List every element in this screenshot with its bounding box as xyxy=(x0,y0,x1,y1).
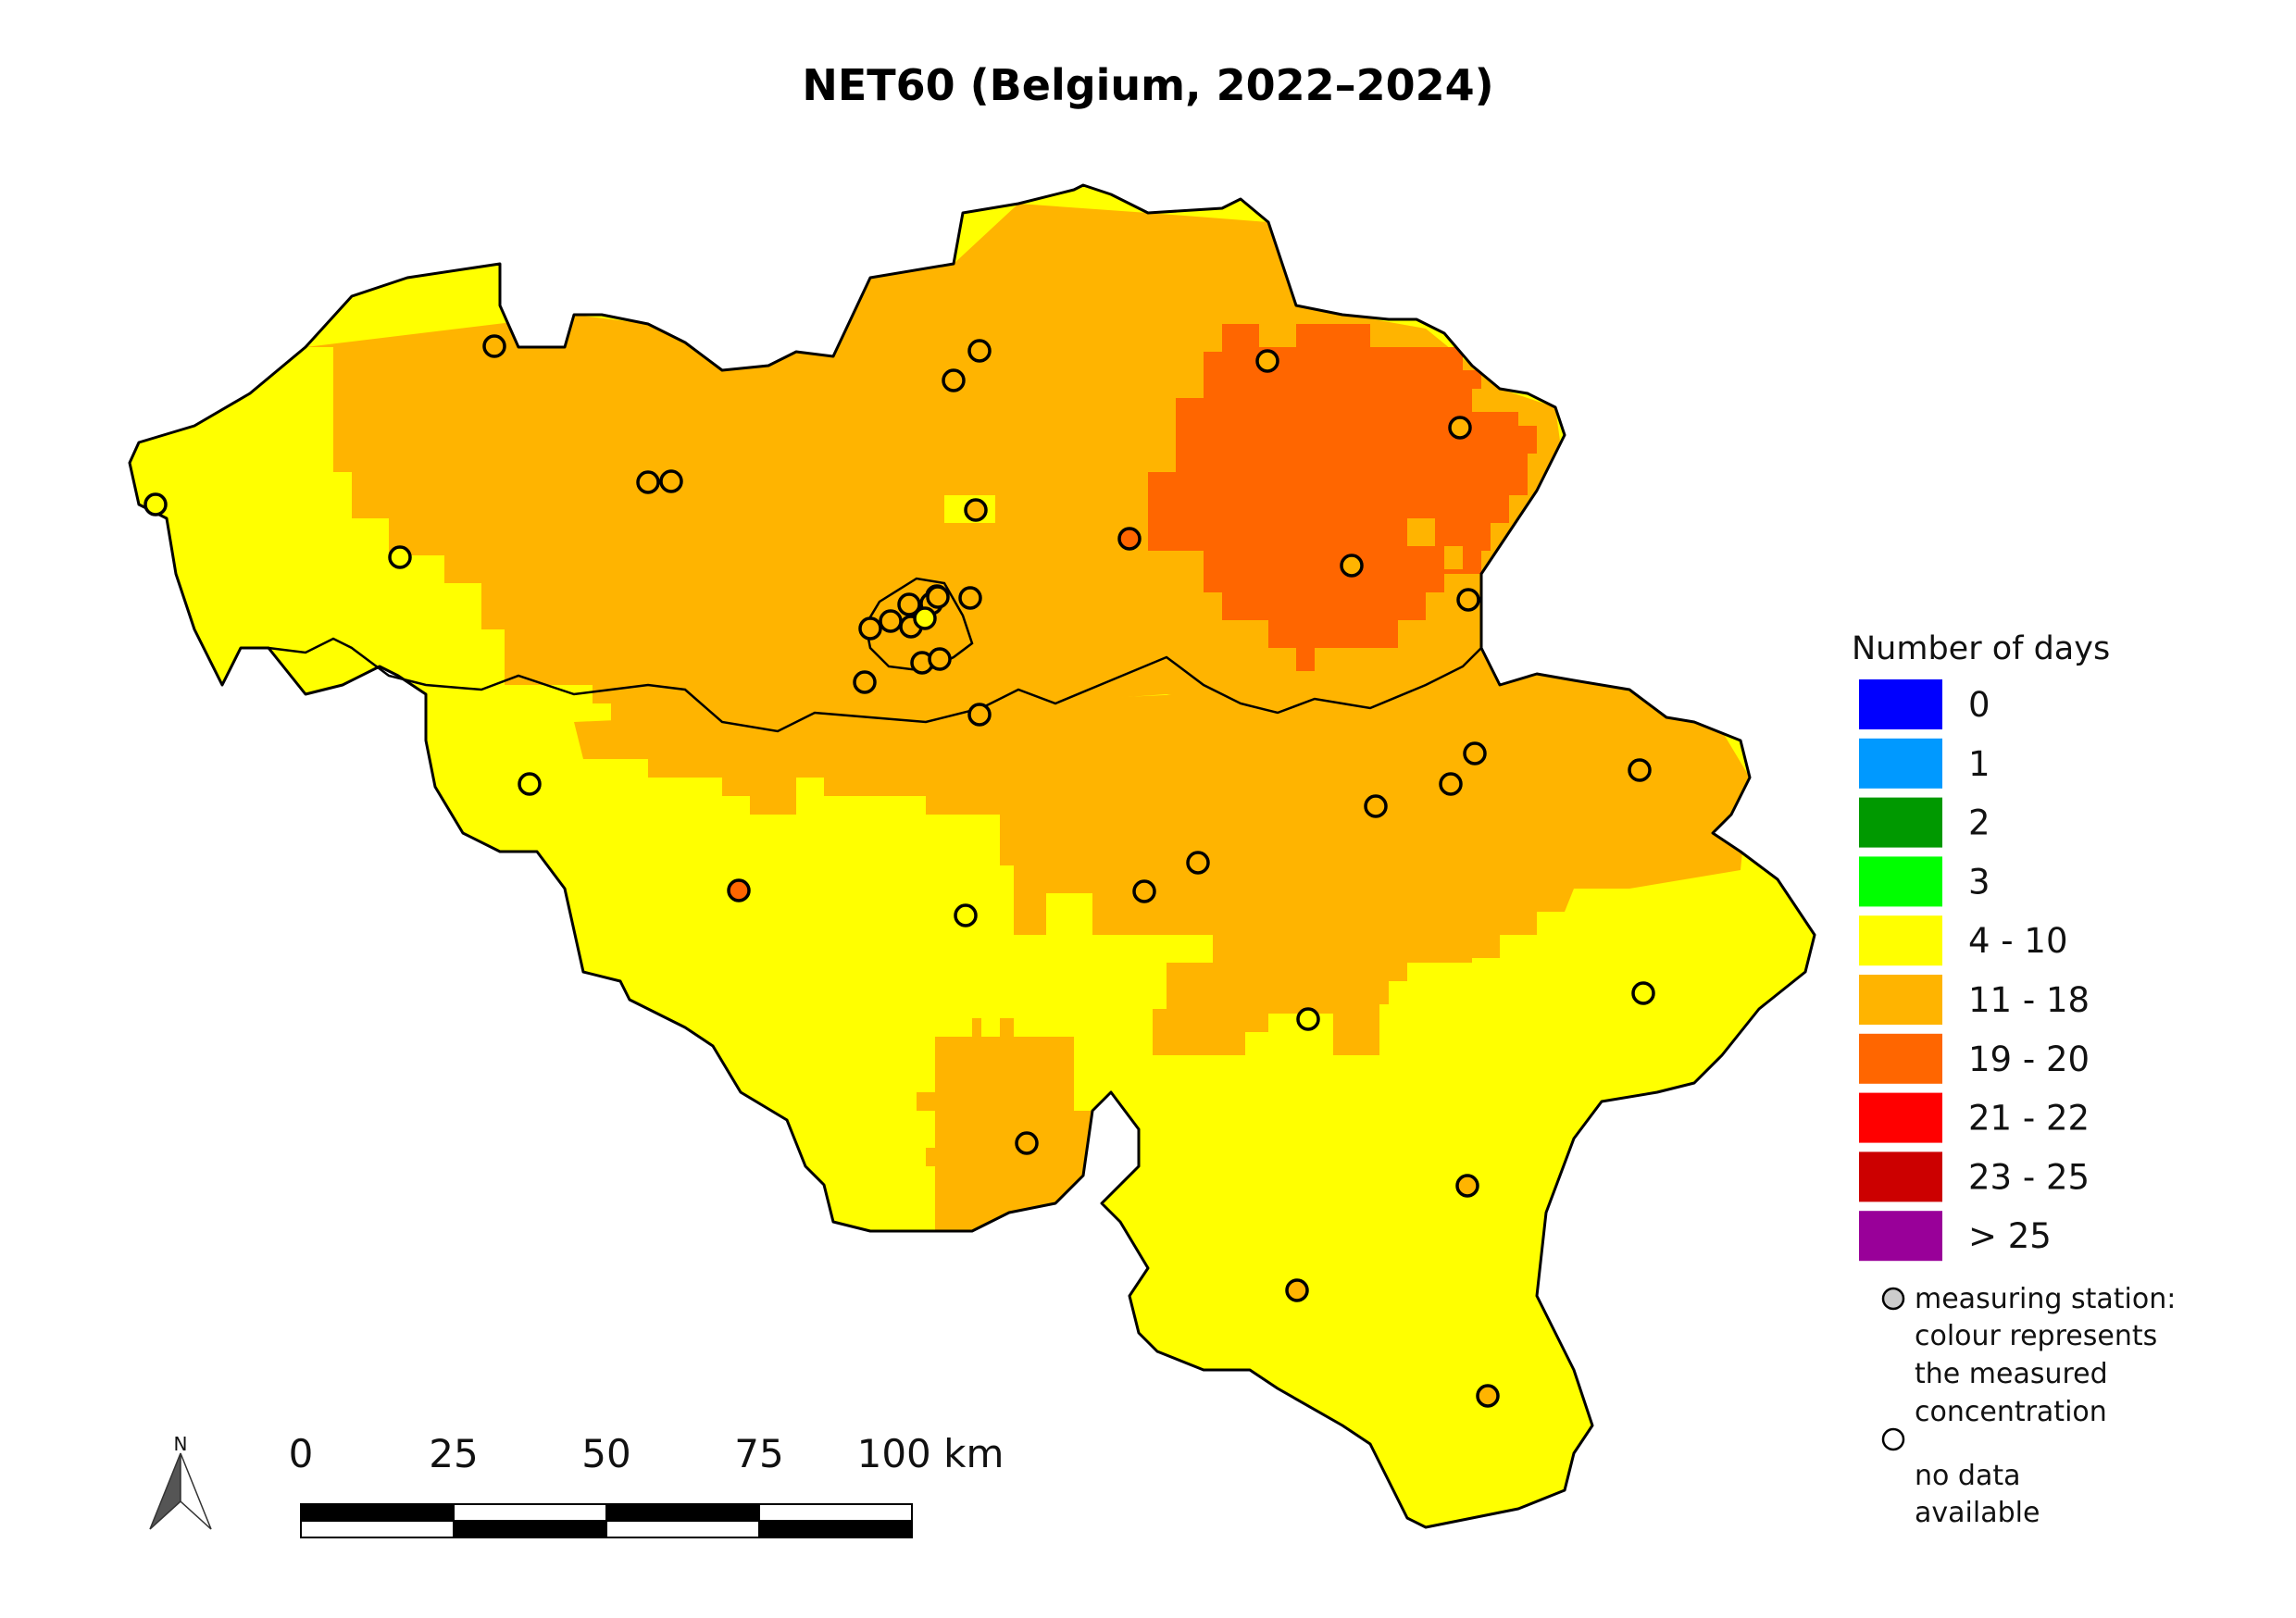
zone-19-20 xyxy=(1148,324,1537,671)
station-marker xyxy=(958,586,982,610)
legend-label: 21 - 22 xyxy=(1968,1099,2090,1139)
legend-nodata-line1: no data xyxy=(1915,1460,2020,1492)
station-marker xyxy=(967,703,992,727)
legend-label: 2 xyxy=(1968,803,1990,843)
north-arrow-icon: N xyxy=(149,1433,212,1530)
station-marker xyxy=(727,878,751,902)
legend-swatch xyxy=(1859,679,1942,729)
station-marker xyxy=(879,609,903,633)
legend-swatch xyxy=(1859,1211,1942,1262)
legend-label: > 25 xyxy=(1968,1216,2052,1256)
station-marker xyxy=(858,616,882,641)
north-label: N xyxy=(174,1433,188,1455)
legend-swatch xyxy=(1859,1092,1942,1143)
station-marker xyxy=(1455,1174,1479,1198)
station-marker xyxy=(954,903,978,927)
scale-label-25: 25 xyxy=(429,1431,478,1476)
station-marker xyxy=(1015,1131,1039,1155)
legend-label: 0 xyxy=(1968,685,1990,725)
station-marker xyxy=(897,592,921,616)
scale-label-75: 75 xyxy=(734,1431,783,1476)
station-marker xyxy=(1439,772,1463,796)
station-marker xyxy=(1340,554,1364,578)
station-marker xyxy=(964,498,988,522)
regional-boundary xyxy=(268,637,1482,733)
legend-swatch xyxy=(1859,1151,1942,1202)
station-marker xyxy=(482,334,506,358)
station-marker xyxy=(926,585,950,609)
legend-label: 23 - 25 xyxy=(1968,1157,2090,1197)
zone-11-18-central xyxy=(574,676,1750,1055)
legend-label: 1 xyxy=(1968,744,1990,784)
legend-station-line4: concentration xyxy=(1915,1396,2107,1428)
station-marker xyxy=(1456,588,1480,612)
station-marker xyxy=(1463,741,1487,765)
station-symbol-icon xyxy=(1881,1287,1905,1311)
station-marker xyxy=(1364,794,1388,818)
station-marker xyxy=(1448,416,1472,440)
legend-swatch xyxy=(1859,856,1942,907)
station-marker xyxy=(1296,1007,1320,1031)
legend-swatch xyxy=(1859,975,1942,1025)
station-marker xyxy=(928,647,952,671)
station-marker xyxy=(1117,527,1142,551)
brussels-boundary xyxy=(864,577,974,673)
station-marker xyxy=(1285,1278,1309,1302)
scale-label-50: 50 xyxy=(581,1431,630,1476)
legend-station-line1: measuring station: xyxy=(1915,1283,2176,1315)
scale-label-100: 100 km xyxy=(857,1431,1004,1476)
zone-11-18-patch xyxy=(1407,518,1435,546)
scale-bar: 0 25 50 75 100 km xyxy=(289,1431,1004,1538)
station-marker xyxy=(388,545,412,569)
legend-swatch xyxy=(1859,738,1942,789)
station-marker xyxy=(636,470,660,494)
stations-layer xyxy=(144,334,1655,1408)
station-marker xyxy=(913,606,937,630)
station-marker xyxy=(853,670,877,694)
station-marker xyxy=(1132,879,1156,903)
nodata-symbol-icon xyxy=(1881,1427,1905,1451)
legend-label: 19 - 20 xyxy=(1968,1039,2090,1079)
station-marker xyxy=(518,772,542,796)
station-marker xyxy=(1476,1384,1500,1408)
legend-nodata-line2: available xyxy=(1915,1497,2040,1529)
legend-station-line3: the measured xyxy=(1915,1358,2108,1390)
legend-label: 3 xyxy=(1968,862,1990,902)
zone-4-10-patch xyxy=(306,370,333,398)
legend-swatch xyxy=(1859,915,1942,966)
station-marker xyxy=(1186,851,1210,875)
legend: Number of days 0 1 2 3 4 - 10 11 - 18 19 - 20 2… xyxy=(1852,630,2176,1529)
station-marker xyxy=(942,368,966,392)
scale-label-0: 0 xyxy=(289,1431,314,1476)
station-marker xyxy=(1255,349,1279,373)
legend-label: 11 - 18 xyxy=(1968,980,2090,1020)
legend-swatch xyxy=(1859,797,1942,848)
legend-items: 0 1 2 3 4 - 10 11 - 18 19 - 20 21 - 22 23 - 25 > … xyxy=(1859,679,2090,1262)
legend-label: 4 - 10 xyxy=(1968,921,2068,961)
legend-title: Number of days xyxy=(1852,630,2110,667)
station-marker xyxy=(967,339,992,363)
zone-11-18-patch xyxy=(1444,546,1463,569)
legend-station-line2: colour represents xyxy=(1915,1320,2157,1352)
belgium-border xyxy=(128,183,1816,1529)
station-marker xyxy=(144,492,168,517)
legend-swatch xyxy=(1859,1033,1942,1084)
station-marker xyxy=(659,469,683,493)
map-title: NET60 (Belgium, 2022–2024) xyxy=(802,60,1493,110)
station-marker xyxy=(1628,758,1652,782)
station-marker xyxy=(1631,981,1655,1005)
